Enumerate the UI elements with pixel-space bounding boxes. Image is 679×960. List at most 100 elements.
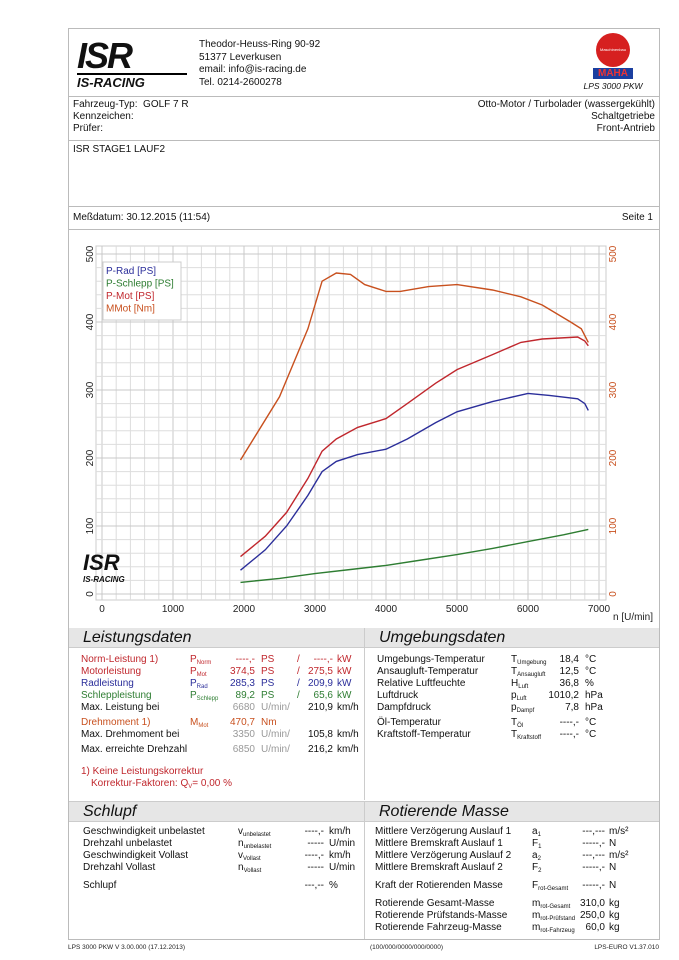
chart-watermark-sub: IS-RACING (83, 575, 125, 584)
unit-2: kW (337, 654, 352, 665)
series-line-rad (240, 392, 589, 571)
symbol-main: T (511, 717, 518, 728)
masse-value: 250,0 (579, 910, 605, 921)
leistung-label: Norm-Leistung 1) (81, 654, 159, 665)
symbol: pDampf (511, 702, 534, 714)
umgebung-title: Umgebungsdaten (365, 628, 659, 648)
schlupf-value: ----- (307, 862, 324, 873)
factor-value: = 0,00 % (192, 778, 233, 789)
masse-label: Kraft der Rotierenden Masse (375, 880, 503, 891)
value-2: 105,8 (307, 729, 333, 740)
umgebung-unit: °C (585, 729, 597, 740)
symbol-main: F (532, 862, 539, 873)
masse-label: Rotierende Gesamt-Masse (375, 898, 495, 909)
symbol-sub: rot-Prüfstand (540, 916, 576, 922)
logo-subtext: IS-RACING (77, 73, 187, 90)
symbol-sub: Dampf (516, 708, 535, 714)
symbol-sub: rot-Gesamt (540, 904, 571, 910)
symbol-main: F (532, 838, 539, 849)
masse-unit: m/s² (609, 850, 629, 861)
footer-code: (100/000/0000/000/0000) (370, 944, 444, 951)
schlupf-section: Schlupf Geschwindigkeit unbelastet vunbel… (69, 801, 365, 939)
symbol-main: T (511, 666, 518, 677)
x-tick-label: 7000 (588, 604, 611, 615)
schlupf-label: Drehzahl Vollast (83, 862, 156, 873)
symbol-sub: Ansaugluft (517, 672, 546, 678)
x-tick-label: 5000 (446, 604, 469, 615)
symbol-sub: Luft (516, 696, 527, 702)
value-1: 374,5 (229, 666, 255, 677)
symbol-main: n (238, 838, 244, 849)
symbol-main: m (532, 922, 541, 933)
symbol-sub: unbelastet (243, 832, 271, 838)
tester-label: Prüfer: (73, 123, 104, 134)
masse-value: 60,0 (585, 922, 605, 933)
address-street: Theodor-Heuss-Ring 90-92 (199, 39, 321, 50)
leistung-label: Max. erreichte Drehzahl (81, 744, 188, 755)
schlupf-unit: % (329, 880, 338, 891)
correction-note: 1) Keine Leistungskorrektur (81, 766, 204, 777)
chart-watermark-logo: ISR (83, 550, 120, 575)
symbol-main: a (532, 850, 538, 861)
symbol: PMot (190, 666, 207, 678)
umgebung-unit: °C (585, 717, 597, 728)
masse-title: Rotierende Masse (365, 802, 659, 822)
symbol-main: F (532, 880, 539, 891)
y-right-tick-label: 300 (608, 381, 619, 398)
y-left-tick-label: 400 (85, 313, 96, 330)
chart-svg: 0 1000 2000 3000 4000 5000 6000 7000 0 0 100 100 200… (83, 245, 653, 623)
symbol-main: p (511, 702, 517, 713)
value-2: ----,- (313, 654, 333, 665)
unit-1: U/min/ (261, 702, 290, 713)
umgebung-section: Umgebungsdaten Umgebungs-Temperatur TUmge… (365, 628, 659, 800)
maha-badge: Maschinenbau Haldenwang (596, 33, 630, 67)
symbol-sub: Luft (518, 684, 529, 690)
leistung-title: Leistungsdaten (69, 628, 364, 648)
schlupf-label: Drehzahl unbelastet (83, 838, 172, 849)
gearbox-type: Schaltgetriebe (591, 111, 655, 122)
x-tick-label: 4000 (375, 604, 398, 615)
umgebung-value: 36,8 (559, 678, 579, 689)
report-header: ISR IS-RACING Theodor-Heuss-Ring 90-92 5… (69, 29, 659, 97)
symbol: TAnsaugluft (511, 666, 545, 678)
masse-label: Rotierende Fahrzeug-Masse (375, 922, 502, 933)
umgebung-label: Luftdruck (377, 690, 419, 701)
symbol: TUmgebung (511, 654, 546, 666)
symbol: pLuft (511, 690, 527, 702)
symbol: vunbelastet (238, 826, 271, 838)
value-1: 6680 (232, 702, 255, 713)
symbol: TKraftstoff (511, 729, 541, 741)
symbol: PSchlepp (190, 690, 218, 702)
schlupf-unit: km/h (329, 826, 351, 837)
symbol: HLuft (511, 678, 528, 690)
value-1: 3350 (232, 729, 255, 740)
symbol: nVollast (238, 862, 261, 874)
symbol: F2 (532, 862, 541, 874)
series-line-mot (240, 336, 589, 558)
umgebung-unit: °C (585, 666, 597, 677)
unit-1: PS (261, 654, 275, 665)
symbol-main: T (511, 654, 518, 665)
page-number: Seite 1 (621, 212, 653, 223)
y-right-tick-label: 400 (608, 313, 619, 330)
address-email: email: info@is-racing.de (199, 64, 307, 75)
symbol-main: P (190, 654, 197, 665)
symbol: PRad (190, 678, 208, 690)
legend-entry-torque: MMot [Nm] (106, 304, 155, 315)
dyno-chart: 0 1000 2000 3000 4000 5000 6000 7000 0 0 100 100 200… (69, 229, 659, 627)
schlupf-label: Geschwindigkeit unbelastet (83, 826, 205, 837)
x-tick-label: 0 (99, 604, 105, 615)
masse-value: 310,0 (579, 898, 605, 909)
symbol-sub: 2 (537, 856, 541, 862)
umgebung-label: Dampfdruck (377, 702, 431, 713)
masse-value: ---,--- (582, 850, 605, 861)
legend-entry-mot: P-Mot [PS] (106, 291, 155, 302)
separator: / (297, 654, 300, 665)
unit-1: PS (261, 666, 275, 677)
schlupf-unit: km/h (329, 850, 351, 861)
factor-sub: V (188, 784, 193, 790)
footer-version: LPS 3000 PKW V 3.00.000 (17.12.2013) (68, 944, 186, 951)
masse-value: -----,- (582, 862, 605, 873)
symbol: MMot (190, 717, 208, 729)
schlupf-value: ---,-- (304, 880, 324, 891)
